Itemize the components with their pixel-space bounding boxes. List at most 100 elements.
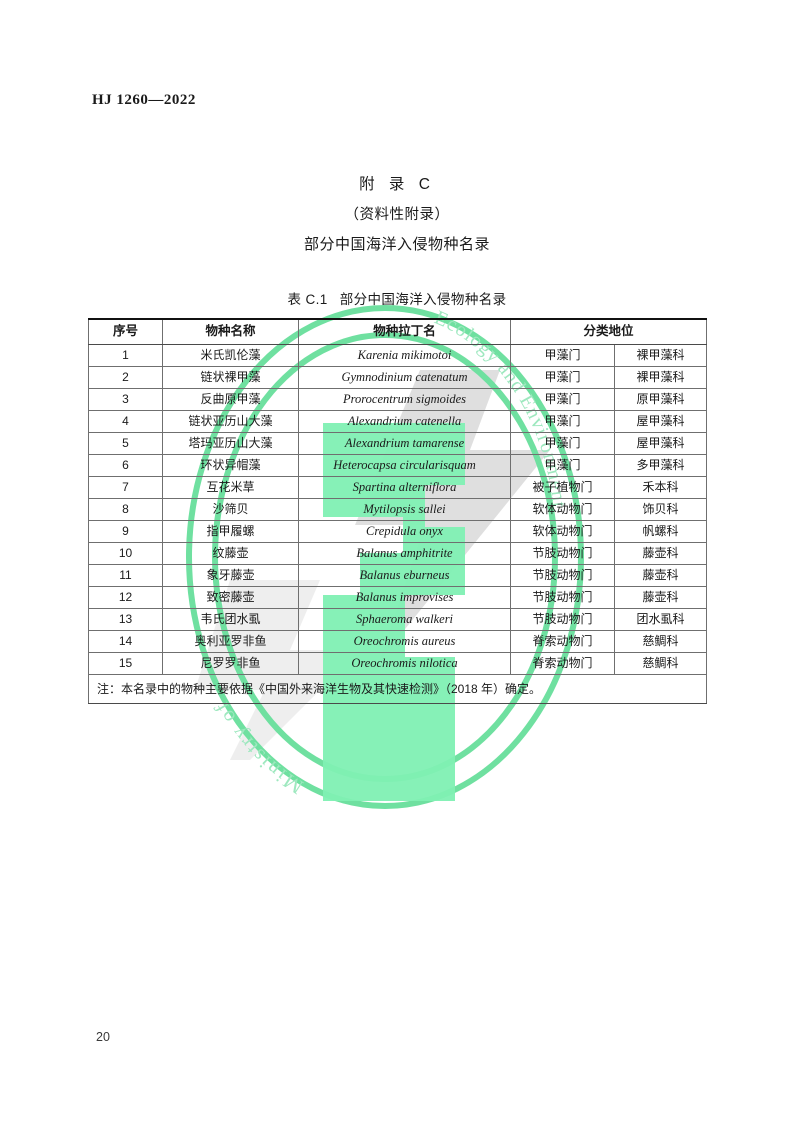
cell-phylum: 软体动物门 — [510, 498, 615, 521]
cell-index: 14 — [88, 630, 163, 653]
cell-phylum: 脊索动物门 — [510, 652, 615, 675]
cell-latin-name: Oreochromis aureus — [298, 630, 511, 653]
cell-family: 屋甲藻科 — [613, 410, 708, 433]
cell-family: 禾本科 — [613, 476, 708, 499]
table-caption-text: 部分中国海洋入侵物种名录 — [339, 292, 507, 307]
cell-chinese-name: 环状异帽藻 — [162, 454, 299, 477]
cell-latin-name: Sphaeroma walkeri — [298, 608, 511, 631]
cell-phylum: 软体动物门 — [510, 520, 615, 543]
cell-index: 8 — [88, 498, 163, 521]
cell-chinese-name: 奥利亚罗非鱼 — [162, 630, 299, 653]
cell-phylum: 节肢动物门 — [510, 586, 615, 609]
cell-index: 10 — [88, 542, 163, 565]
cell-index: 15 — [88, 652, 163, 675]
cell-chinese-name: 互花米草 — [162, 476, 299, 499]
table-row: 1 米氏凯伦藻 Karenia mikimotoi 甲藻门 裸甲藻科 — [88, 344, 708, 367]
svg-text:Ministry of: Ministry of — [209, 697, 308, 799]
cell-chinese-name: 沙筛贝 — [162, 498, 299, 521]
cell-chinese-name: 致密藤壶 — [162, 586, 299, 609]
table-note: 注：本名录中的物种主要依据《中国外来海洋生物及其快速检测》（2018 年）确定。 — [87, 674, 708, 704]
page-number: 20 — [96, 1030, 110, 1044]
cell-phylum: 节肢动物门 — [510, 542, 615, 565]
cell-family: 藤壶科 — [613, 542, 708, 565]
cell-chinese-name: 米氏凯伦藻 — [162, 344, 299, 367]
appendix-label: 附 录 C — [359, 176, 435, 193]
table-row: 11 象牙藤壶 Balanus eburneus 节肢动物门 藤壶科 — [88, 564, 708, 587]
cell-family: 团水虱科 — [613, 608, 708, 631]
cell-family: 藤壶科 — [613, 586, 708, 609]
cell-index: 13 — [88, 608, 163, 631]
cell-latin-name: Balanus eburneus — [298, 564, 511, 587]
cell-index: 9 — [88, 520, 163, 543]
cell-chinese-name: 反曲原甲藻 — [162, 388, 299, 411]
cell-family: 慈鲷科 — [613, 652, 708, 675]
cell-chinese-name: 塔玛亚历山大藻 — [162, 432, 299, 455]
cell-chinese-name: 韦氏团水虱 — [162, 608, 299, 631]
cell-chinese-name: 纹藤壶 — [162, 542, 299, 565]
cell-phylum: 甲藻门 — [510, 410, 615, 433]
column-header-chinese-name: 物种名称 — [162, 318, 299, 345]
column-header-latin-name: 物种拉丁名 — [298, 318, 511, 345]
table-row: 10 纹藤壶 Balanus amphitrite 节肢动物门 藤壶科 — [88, 542, 708, 565]
cell-phylum: 甲藻门 — [510, 454, 615, 477]
cell-phylum: 脊索动物门 — [510, 630, 615, 653]
cell-index: 12 — [88, 586, 163, 609]
table-caption: 表 C.1 部分中国海洋入侵物种名录 — [0, 288, 794, 308]
cell-chinese-name: 象牙藤壶 — [162, 564, 299, 587]
cell-index: 11 — [88, 564, 163, 587]
table-row: 2 链状裸甲藻 Gymnodinium catenatum 甲藻门 裸甲藻科 — [88, 366, 708, 389]
table-row: 8 沙筛贝 Mytilopsis sallei 软体动物门 饰贝科 — [88, 498, 708, 521]
table-row: 15 尼罗罗非鱼 Oreochromis nilotica 脊索动物门 慈鲷科 — [88, 652, 708, 675]
cell-index: 6 — [88, 454, 163, 477]
species-table-wrapper: 序号 物种名称 物种拉丁名 分类地位 1 米氏凯伦藻 Karenia mikim… — [87, 318, 708, 704]
cell-latin-name: Prorocentrum sigmoides — [298, 388, 511, 411]
cell-chinese-name: 尼罗罗非鱼 — [162, 652, 299, 675]
cell-phylum: 甲藻门 — [510, 432, 615, 455]
cell-phylum: 甲藻门 — [510, 388, 615, 411]
standard-code-header: HJ 1260—2022 — [92, 92, 196, 108]
table-header-row: 序号 物种名称 物种拉丁名 分类地位 — [88, 318, 708, 345]
table-row: 3 反曲原甲藻 Prorocentrum sigmoides 甲藻门 原甲藻科 — [88, 388, 708, 411]
cell-index: 7 — [88, 476, 163, 499]
cell-latin-name: Alexandrium catenella — [298, 410, 511, 433]
cell-family: 原甲藻科 — [613, 388, 708, 411]
table-row: 12 致密藤壶 Balanus improvises 节肢动物门 藤壶科 — [88, 586, 708, 609]
table-row: 6 环状异帽藻 Heterocapsa circularisquam 甲藻门 多… — [88, 454, 708, 477]
cell-family: 裸甲藻科 — [613, 366, 708, 389]
appendix-kind: （资料性附录） — [344, 207, 450, 223]
cell-phylum: 节肢动物门 — [510, 564, 615, 587]
table-row: 4 链状亚历山大藻 Alexandrium catenella 甲藻门 屋甲藻科 — [88, 410, 708, 433]
species-table: 序号 物种名称 物种拉丁名 分类地位 1 米氏凯伦藻 Karenia mikim… — [87, 318, 708, 704]
cell-latin-name: Spartina alterniflora — [298, 476, 511, 499]
cell-family: 藤壶科 — [613, 564, 708, 587]
cell-index: 2 — [88, 366, 163, 389]
cell-index: 4 — [88, 410, 163, 433]
table-row: 13 韦氏团水虱 Sphaeroma walkeri 节肢动物门 团水虱科 — [88, 608, 708, 631]
cell-index: 5 — [88, 432, 163, 455]
species-table-body: 1 米氏凯伦藻 Karenia mikimotoi 甲藻门 裸甲藻科 2 链状裸… — [87, 344, 708, 704]
cell-chinese-name: 链状亚历山大藻 — [162, 410, 299, 433]
column-header-index: 序号 — [88, 318, 163, 345]
cell-latin-name: Mytilopsis sallei — [298, 498, 511, 521]
cell-latin-name: Oreochromis nilotica — [298, 652, 511, 675]
cell-latin-name: Balanus improvises — [298, 586, 511, 609]
cell-phylum: 甲藻门 — [510, 344, 615, 367]
cell-chinese-name: 指甲履螺 — [162, 520, 299, 543]
cell-family: 屋甲藻科 — [613, 432, 708, 455]
cell-phylum: 甲藻门 — [510, 366, 615, 389]
table-row: 7 互花米草 Spartina alterniflora 被子植物门 禾本科 — [88, 476, 708, 499]
cell-family: 多甲藻科 — [613, 454, 708, 477]
cell-latin-name: Crepidula onyx — [298, 520, 511, 543]
table-note-row: 注：本名录中的物种主要依据《中国外来海洋生物及其快速检测》（2018 年）确定。 — [87, 674, 708, 704]
cell-latin-name: Alexandrium tamarense — [298, 432, 511, 455]
cell-chinese-name: 链状裸甲藻 — [162, 366, 299, 389]
cell-latin-name: Heterocapsa circularisquam — [298, 454, 511, 477]
cell-latin-name: Karenia mikimotoi — [298, 344, 511, 367]
cell-family: 帆螺科 — [613, 520, 708, 543]
table-row: 14 奥利亚罗非鱼 Oreochromis aureus 脊索动物门 慈鲷科 — [88, 630, 708, 653]
table-row: 5 塔玛亚历山大藻 Alexandrium tamarense 甲藻门 屋甲藻科 — [88, 432, 708, 455]
appendix-name: 部分中国海洋入侵物种名录 — [303, 236, 490, 253]
table-row: 9 指甲履螺 Crepidula onyx 软体动物门 帆螺科 — [88, 520, 708, 543]
cell-phylum: 被子植物门 — [510, 476, 615, 499]
cell-phylum: 节肢动物门 — [510, 608, 615, 631]
